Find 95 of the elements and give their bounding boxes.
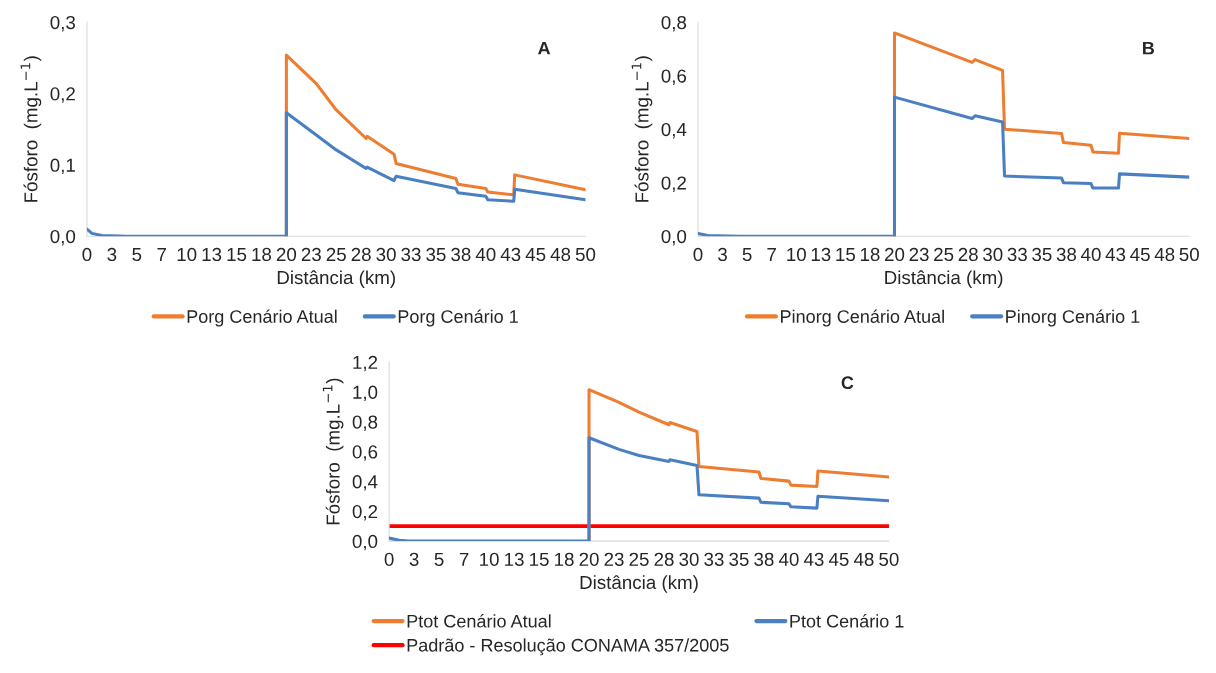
x-tick-label: 28 bbox=[958, 247, 978, 262]
y-tick-label: 1,0 bbox=[353, 385, 378, 402]
y-tick-label: 0,6 bbox=[352, 445, 378, 461]
x-tick-label: 7 bbox=[767, 248, 776, 261]
legend-label: Porg Cenário 1 bbox=[398, 309, 518, 327]
y-tick-label: 0,2 bbox=[50, 87, 75, 103]
x-tick-label: 45 bbox=[828, 552, 849, 566]
x-tick-label: 28 bbox=[351, 247, 371, 262]
x-tick-label: 18 bbox=[860, 247, 880, 262]
x-tick-label: 48 bbox=[1154, 247, 1175, 262]
x-tick-label: 23 bbox=[301, 247, 321, 262]
y-tick-label: 1,2 bbox=[353, 355, 378, 372]
y-tick-label: 0,2 bbox=[661, 176, 686, 192]
x-tick-label: 18 bbox=[252, 247, 272, 262]
y-tick-label: 0,8 bbox=[352, 415, 378, 431]
y-tick-label: 0,0 bbox=[50, 229, 76, 246]
x-tick-label: 10 bbox=[787, 247, 806, 262]
x-tick-label: 33 bbox=[1007, 247, 1027, 262]
x-tick-label: 23 bbox=[604, 552, 624, 566]
x-tick-label: 20 bbox=[885, 247, 905, 262]
x-tick-label: 13 bbox=[202, 247, 222, 262]
x-tick-label: 10 bbox=[177, 247, 197, 262]
x-tick-label: 30 bbox=[679, 552, 699, 566]
x-tick-label: 18 bbox=[555, 552, 574, 566]
x-tick-label: 33 bbox=[401, 247, 421, 262]
y-tick-label: 0,0 bbox=[661, 229, 687, 246]
x-tick-label: 38 bbox=[754, 552, 774, 566]
x-tick-label: 28 bbox=[654, 552, 674, 566]
y-axis-title: Fósforo (mg.L$^{−1}$) bbox=[20, 56, 42, 202]
x-tick-label: 5 bbox=[132, 248, 142, 262]
y-tick-label: 0,4 bbox=[352, 475, 378, 491]
x-tick-label: 45 bbox=[1130, 248, 1150, 262]
x-tick-label: 43 bbox=[1105, 247, 1126, 262]
x-tick-label: 13 bbox=[505, 552, 524, 566]
x-tick-label: 10 bbox=[480, 552, 499, 566]
x-tick-label: 25 bbox=[326, 247, 346, 262]
legend-label: Pinorg Cenário Atual bbox=[781, 309, 944, 327]
y-tick-label: 0,4 bbox=[661, 122, 687, 139]
annotation: C bbox=[841, 376, 854, 390]
x-tick-label: 23 bbox=[909, 247, 929, 262]
x-tick-label: 15 bbox=[227, 248, 247, 262]
x-tick-label: 3 bbox=[718, 247, 727, 262]
x-tick-label: 3 bbox=[107, 247, 117, 262]
x-tick-label: 13 bbox=[811, 247, 831, 262]
x-axis-title: Distância (km) bbox=[277, 270, 395, 288]
x-tick-label: 0 bbox=[693, 247, 703, 262]
x-tick-label: 30 bbox=[983, 247, 1003, 262]
y-tick-label: 0,8 bbox=[661, 15, 687, 32]
x-tick-label: 45 bbox=[525, 248, 546, 262]
x-tick-label: 30 bbox=[376, 247, 396, 262]
x-tick-label: 0 bbox=[384, 552, 394, 566]
x-tick-label: 15 bbox=[530, 552, 549, 566]
x-tick-label: 5 bbox=[742, 248, 752, 262]
x-tick-label: 48 bbox=[853, 552, 874, 566]
x-tick-label: 40 bbox=[1081, 247, 1101, 262]
x-tick-label: 20 bbox=[579, 552, 599, 566]
x-tick-label: 38 bbox=[451, 247, 471, 262]
x-tick-label: 35 bbox=[1032, 247, 1052, 262]
x-tick-label: 40 bbox=[778, 552, 799, 566]
legend-label: Ptot Cenário 1 bbox=[790, 614, 904, 628]
x-tick-label: 40 bbox=[475, 247, 496, 262]
x-tick-label: 33 bbox=[704, 552, 724, 566]
x-tick-label: 25 bbox=[629, 552, 649, 566]
y-axis-title: Fósforo (mg.L$^{−1}$) bbox=[322, 378, 344, 525]
x-tick-label: 0 bbox=[82, 247, 92, 262]
x-axis-title: Distância (km) bbox=[580, 575, 698, 593]
x-axis-title: Distância (km) bbox=[885, 270, 1003, 288]
x-tick-label: 7 bbox=[459, 552, 469, 566]
x-tick-label: 50 bbox=[575, 247, 596, 262]
legend-label: Padrão - Resolução CONAMA 357/2005 bbox=[407, 638, 729, 656]
annotation: B bbox=[1143, 41, 1155, 55]
annotation: A bbox=[538, 41, 551, 55]
x-tick-label: 5 bbox=[434, 552, 444, 566]
legend-label: Pinorg Cenário 1 bbox=[1006, 309, 1140, 327]
x-tick-label: 48 bbox=[550, 247, 571, 262]
legend-label: Porg Cenário Atual bbox=[187, 309, 337, 327]
y-tick-label: 0,2 bbox=[352, 504, 378, 521]
x-tick-label: 50 bbox=[879, 552, 899, 566]
x-tick-label: 15 bbox=[836, 248, 856, 262]
x-tick-label: 43 bbox=[803, 552, 824, 566]
x-tick-label: 43 bbox=[500, 247, 521, 262]
legend-label: Ptot Cenário Atual bbox=[407, 614, 551, 628]
x-tick-label: 35 bbox=[729, 552, 749, 566]
x-tick-label: 50 bbox=[1179, 247, 1199, 262]
x-tick-label: 7 bbox=[157, 248, 166, 261]
y-axis-title: Fósforo (mg.L$^{−1}$) bbox=[631, 56, 653, 202]
x-tick-label: 35 bbox=[426, 247, 446, 262]
y-tick-label: 0,0 bbox=[352, 534, 378, 551]
y-tick-label: 0,6 bbox=[661, 69, 687, 85]
y-tick-label: 0,3 bbox=[50, 15, 76, 32]
x-tick-label: 38 bbox=[1056, 247, 1077, 262]
x-tick-label: 3 bbox=[409, 552, 419, 566]
x-tick-label: 25 bbox=[934, 247, 954, 262]
x-tick-label: 20 bbox=[276, 247, 297, 262]
y-tick-label: 0,1 bbox=[50, 158, 75, 175]
